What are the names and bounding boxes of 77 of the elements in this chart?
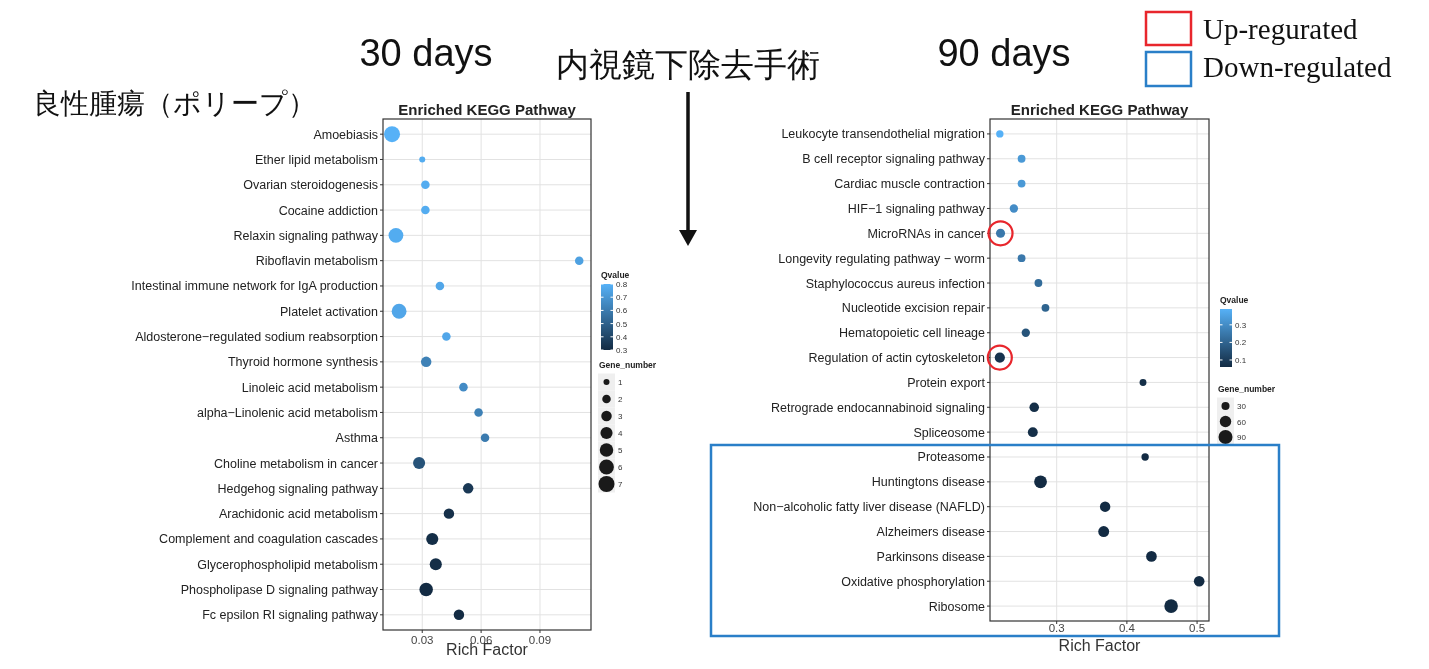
x-tick-label: 0.03 [411,634,434,646]
y-tick-label: Linoleic acid metabolism [241,380,378,395]
y-tick-label: Regulation of actin cytoskeleton [808,351,986,366]
chart-title: Enriched KEGG Pathway [398,101,577,118]
y-tick-label: Phospholipase D signaling pathway [180,583,379,598]
y-tick-label: MicroRNAs in cancer [867,226,985,241]
y-tick-label: Retrograde endocannabinoid signaling [770,400,986,415]
legend-label: 90 [1237,433,1247,442]
y-tick-label: Aldosterone−regulated sodium reabsorption [135,330,379,345]
y-tick-label: Intestinal immune network for IgA production [131,279,379,294]
y-tick-label: Non−alcoholic fatty liver disease (NAFLD) [753,500,985,515]
color-bar-title: Qvalue [601,270,630,280]
legend-label: 60 [1237,417,1247,427]
y-tick-label: Asthma [335,431,379,446]
legend-label: 4 [618,429,623,438]
y-tick-label: Protein export [907,375,986,390]
y-tick-label: Relaxin signaling pathway [233,228,379,243]
y-tick-label: Ether lipid metabolism [255,152,378,167]
color-bar-label: 0.6 [616,306,628,316]
y-tick-label: Longevity regulating pathway − worm [778,251,985,266]
color-bar-label: 0.7 [616,293,628,303]
legend-label: 6 [618,463,623,472]
y-tick-label: HIF−1 signaling pathway [847,201,986,216]
y-tick-label: Spliceosome [913,425,986,440]
legend-label: 3 [618,412,623,421]
text: Up-regurated [1203,13,1359,45]
y-tick-label: Arachidonic acid metabolism [218,507,378,522]
y-tick-label: Thyroid hormone synthesis [227,355,378,370]
chart-title: Enriched KEGG Pathway [1010,101,1189,118]
y-tick-label: Ovarian steroidogenesis [243,178,378,193]
color-bar-label: 0.2 [1235,338,1247,348]
y-tick-label: Proteasome [917,450,986,465]
y-tick-label: Hedgehog signaling pathway [217,481,379,496]
color-bar-label: 0.3 [616,346,628,355]
legend-label: 1 [618,378,623,387]
x-axis-title: Rich Factor [1058,637,1142,654]
x-tick-label: 0.3 [1048,622,1065,634]
y-tick-label: Alzheimers disease [876,525,986,540]
y-tick-label: Cocaine addiction [278,203,379,218]
y-tick-label: Oxidative phosphorylation [841,574,986,589]
y-tick-label: Platelet activation [280,304,379,319]
text: 良性腫瘍（ポリープ） [32,88,316,119]
y-tick-label: Amoebiasis [313,127,378,142]
y-tick-label: Cardiac muscle contraction [834,177,986,192]
text: 30 days [359,32,493,74]
y-tick-label: Complement and coagulation cascades [159,532,378,547]
y-tick-label: Nucleotide excision repair [841,301,985,316]
color-bar-label: 0.3 [1235,320,1247,330]
text: Down-regulated [1203,51,1392,83]
y-tick-label: Parkinsons disease [876,549,986,564]
legend-label: 30 [1237,402,1247,411]
y-tick-label: Riboflavin metabolism [255,254,378,269]
y-tick-label: Ribosome [928,599,986,614]
legend-title: Gene_number [599,360,657,370]
color-bar-title: Qvalue [1220,295,1249,305]
y-tick-label: Hematopoietic cell lineage [839,326,986,341]
color-bar-label: 0.5 [616,319,628,329]
y-tick-label: Fc epsilon RI signaling pathway [202,608,379,623]
text: 90 days [937,32,1071,74]
y-tick-label: Leukocyte transendothelial migration [781,127,986,142]
x-tick-label: 0.5 [1189,622,1206,634]
legend-label: 5 [618,446,623,455]
color-bar-label: 0.8 [616,280,628,289]
legend-title: Gene_number [1218,384,1276,394]
y-tick-label: alpha−Linolenic acid metabolism [196,405,378,420]
text: 内視鏡下除去手術 [556,47,820,83]
legend-label: 2 [618,395,623,404]
x-tick-label: 0.4 [1118,622,1136,634]
y-tick-label: B cell receptor signaling pathway [802,152,986,167]
y-tick-label: Glycerophospholipid metabolism [197,557,378,572]
y-tick-label: Huntingtons disease [871,475,986,490]
legend-label: 7 [618,480,623,489]
y-tick-label: Staphylococcus aureus infection [805,276,986,291]
y-tick-label: Choline metabolism in cancer [214,456,378,471]
color-bar-label: 0.1 [1235,355,1247,365]
color-bar-label: 0.4 [616,332,628,342]
x-tick-label: 0.09 [528,634,552,646]
